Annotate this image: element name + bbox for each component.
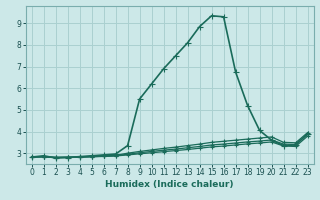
X-axis label: Humidex (Indice chaleur): Humidex (Indice chaleur) bbox=[105, 180, 234, 189]
